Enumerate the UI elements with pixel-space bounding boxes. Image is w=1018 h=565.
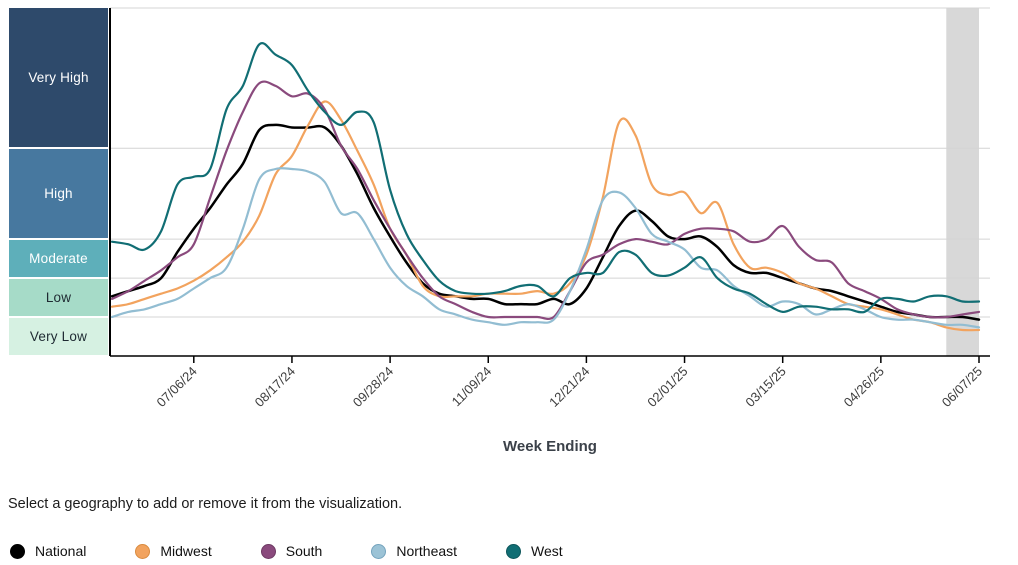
legend-item-label: Northeast [396,543,458,559]
x-tick-label: 09/28/24 [350,364,396,410]
legend-swatch-icon [506,543,522,559]
y-band-label: Very High [28,70,89,86]
legend-swatch-icon [10,543,25,559]
x-tick-label: 04/26/25 [841,364,887,410]
legend-item-national[interactable]: National [10,543,86,559]
x-tick-label: 11/09/24 [449,364,495,410]
legend-item-label: National [35,543,87,559]
series-line-west [110,42,981,314]
y-band-very-high: Very High [9,8,108,148]
y-band-high: High [9,149,108,239]
x-tick-label: 03/15/25 [742,364,788,410]
y-band-moderate: Moderate [9,240,108,278]
y-band-label: High [44,186,73,202]
legend-item-label: Midwest [160,543,212,559]
legend-item-label: South [285,543,323,559]
x-tick-label: 07/06/24 [154,364,200,410]
series-line-south [110,80,981,321]
y-band-label: Low [45,290,72,306]
x-tick-label: 12/21/24 [546,364,592,410]
legend-item-northeast[interactable]: Northeast [371,543,457,559]
x-tick-label: 02/01/25 [644,364,690,410]
legend-item-label: West [531,543,563,559]
legend-swatch-icon [371,543,387,559]
y-band-very-low: Very Low [9,318,108,355]
x-tick-label: 08/17/24 [252,364,298,410]
y-band-low: Low [9,279,108,317]
activity-line-chart: 07/06/24 08/17/24 09/28/24 11/09/24 12/21/24… [109,7,990,410]
legend-instruction-note: Select a geography to add or remove it f… [8,496,403,512]
y-band-label: Moderate [29,251,88,267]
legend-item-south[interactable]: South [260,543,323,559]
legend-swatch-icon [135,543,151,559]
x-axis-title: Week Ending [503,438,597,455]
series-line-northeast [110,167,981,329]
provisional-data-region [946,8,979,356]
legend-item-west[interactable]: West [506,543,563,559]
legend-swatch-icon [260,543,276,559]
y-band-label: Very Low [29,329,88,344]
geography-legend: National Midwest South Northeast West [10,543,612,559]
x-tick-label: 06/07/25 [939,364,985,410]
series-line-national [110,123,981,321]
legend-item-midwest[interactable]: Midwest [135,543,212,559]
